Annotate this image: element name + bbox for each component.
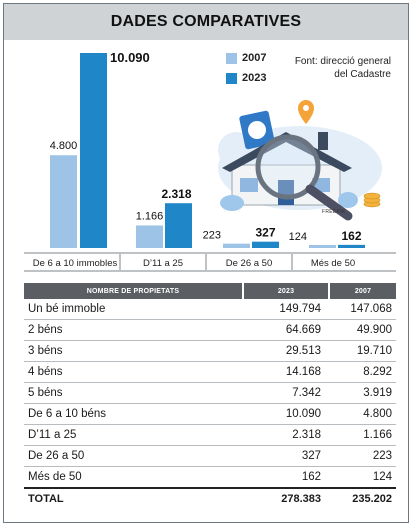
table-cell-label: 5 béns [24, 382, 243, 404]
illustration-credit: FREEPIK [322, 209, 346, 215]
magnifier-handle [305, 184, 353, 221]
magnifier-lens [255, 134, 321, 200]
table-body: Un bé immoble 149.794 147.068 2 béns 64.669 4… [24, 299, 396, 509]
table-cell-value: 162 [243, 466, 329, 489]
table-cell-value: 19.710 [329, 340, 396, 362]
table-cell-value: 3.919 [329, 382, 396, 404]
table-cell-value: 1.166 [329, 424, 396, 446]
data-label: 162 [341, 229, 361, 243]
data-label: 327 [255, 226, 275, 240]
category-label: De 6 a 10 immobles [33, 258, 118, 269]
table-cell-value: 2.318 [243, 424, 329, 446]
card-circle [248, 121, 266, 139]
coin-icon [363, 192, 381, 200]
table-cell-label: 3 béns [24, 340, 243, 362]
table-row: Més de 50 162 124 [24, 466, 396, 489]
table-cell-value: 124 [329, 466, 396, 489]
table-cell-label: De 26 a 50 [24, 445, 243, 467]
table-cell-value: 223 [329, 445, 396, 467]
category-label: D’11 a 25 [143, 258, 183, 269]
table-cell-value: 278.383 [243, 487, 329, 509]
bar-2007-1 [136, 225, 163, 248]
table-cell-value: 49.900 [329, 319, 396, 341]
title-bar: DADES COMPARATIVES [4, 4, 408, 40]
bush [220, 195, 244, 211]
data-label: 223 [203, 230, 221, 242]
table-row: 2 béns 64.669 49.900 [24, 319, 396, 341]
table-row: Un bé immoble 149.794 147.068 [24, 299, 396, 320]
table-header: NOMBRE DE PROPIETATS [24, 283, 243, 299]
table-header: 2007 [328, 283, 396, 299]
table-cell-value: 8.292 [329, 361, 396, 383]
pin-dot [303, 105, 309, 111]
table-cell-label: De 6 a 10 béns [24, 403, 243, 425]
source-note: Font: direcció general del Cadastre [294, 56, 391, 80]
bar-2023-0 [80, 53, 107, 248]
bar-2023-2 [252, 241, 279, 248]
legend-label-2007: 2007 [242, 52, 267, 64]
data-label: 1.166 [136, 210, 164, 222]
table-cell-value: 64.669 [243, 319, 329, 341]
legend-label-2023: 2023 [242, 72, 267, 84]
table-row: 5 béns 7.342 3.919 [24, 382, 396, 404]
table-cell-label: Un bé immoble [24, 299, 243, 320]
table-row: D’11 a 25 2.318 1.166 [24, 424, 396, 446]
legend-item-2007: 2007 [226, 52, 266, 64]
data-label: 124 [289, 231, 307, 243]
table-cell-value: 235.202 [329, 487, 396, 509]
legend-swatch-2023 [226, 72, 237, 84]
bar-2007-3 [309, 245, 336, 248]
house-roof [222, 132, 352, 172]
table-cell-value: 29.513 [243, 340, 329, 362]
category-label: Més de 50 [311, 258, 355, 269]
infographic-frame: DADES COMPARATIVES [3, 3, 409, 523]
table-cell-value: 147.068 [329, 299, 396, 320]
location-pin-icon [298, 100, 314, 124]
table-cell-label: D’11 a 25 [24, 424, 243, 446]
table-cell-value: 7.342 [243, 382, 329, 404]
table-cell-value: 327 [243, 445, 329, 467]
table-row: 3 béns 29.513 19.710 [24, 340, 396, 362]
table-cell-label: 4 béns [24, 361, 243, 383]
bar-2007-2 [223, 243, 250, 248]
table-cell-value: 4.800 [329, 403, 396, 425]
data-label: 4.800 [50, 140, 78, 152]
table-cell-label: Més de 50 [24, 466, 243, 489]
data-table: NOMBRE DE PROPIETATS 2023 2007 Un bé imm… [24, 283, 396, 509]
legend-swatch-2007 [226, 52, 237, 64]
house-magnifier-illustration [218, 100, 382, 221]
table-header-row: NOMBRE DE PROPIETATS 2023 2007 [24, 283, 396, 299]
legend: 2007 2023 [226, 52, 266, 92]
table-row: De 26 a 50 327 223 [24, 445, 396, 467]
table-cell-label: 2 béns [24, 319, 243, 341]
table-row: De 6 a 10 béns 10.090 4.800 [24, 403, 396, 425]
bush [338, 192, 358, 208]
table-cell-label: TOTAL [24, 487, 243, 509]
data-label: 2.318 [161, 187, 191, 201]
category-label: De 26 a 50 [226, 258, 272, 269]
bar-2023-1 [165, 203, 192, 248]
table-cell-value: 149.794 [243, 299, 329, 320]
table-cell-value: 10.090 [243, 403, 329, 425]
table-total-row: TOTAL 278.383 235.202 [24, 487, 396, 509]
house-chimney [318, 132, 328, 150]
page-title: DADES COMPARATIVES [110, 13, 302, 30]
legend-item-2023: 2023 [226, 72, 266, 84]
table-cell-value: 14.168 [243, 361, 329, 383]
bar-2023-3 [338, 244, 365, 248]
bar-2007-0 [50, 155, 77, 248]
house-window [240, 178, 258, 192]
table-row: 4 béns 14.168 8.292 [24, 361, 396, 383]
table-header: 2023 [242, 283, 329, 299]
data-label: 10.090 [110, 50, 150, 65]
